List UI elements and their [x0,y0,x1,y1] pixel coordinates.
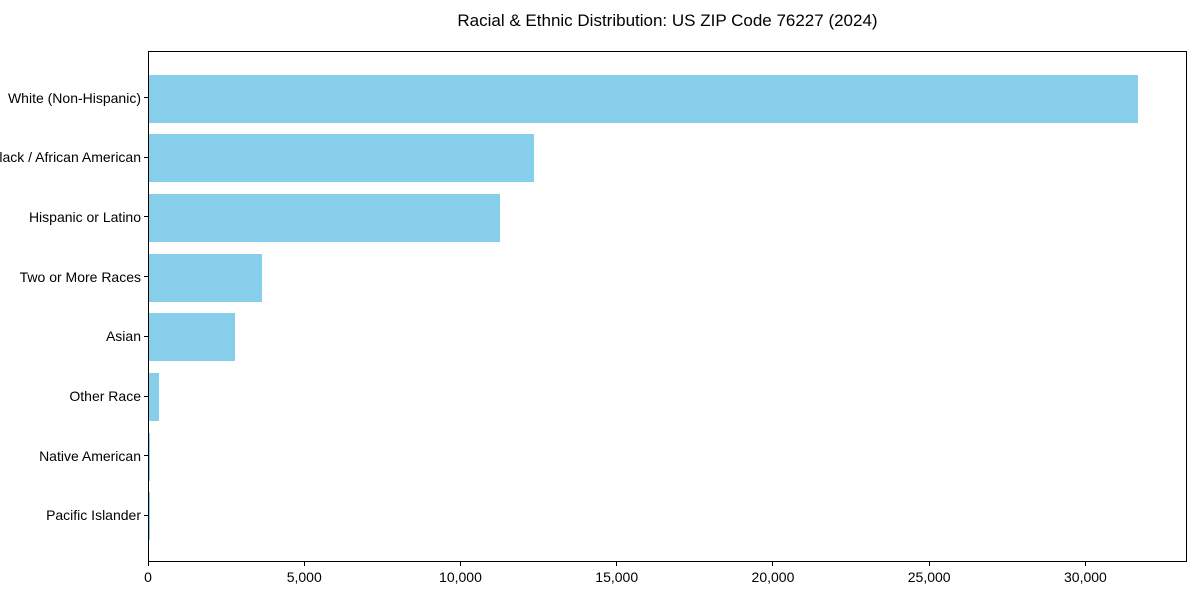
x-tick-label: 5,000 [286,569,322,585]
x-tick-label: 10,000 [439,569,482,585]
y-tick-mark [144,276,148,278]
y-tick-mark [144,455,148,457]
bar-white-non-hispanic [149,74,1138,123]
x-tick-mark [772,562,774,566]
y-tick-label: Pacific Islander [46,507,141,524]
y-tick-label: Native American [39,447,141,464]
x-tick-label: 25,000 [907,569,951,585]
y-tick-mark [144,156,148,158]
x-tick-label: 20,000 [751,569,795,585]
y-tick-mark [144,514,148,516]
x-tick-mark [147,562,149,566]
x-tick-label: 0 [144,569,152,585]
bar-hispanic-or-latino [149,193,500,242]
x-tick-label: 30,000 [1064,569,1107,585]
y-tick-label: White (Non-Hispanic) [7,89,141,106]
chart-title: Racial & Ethnic Distribution: US ZIP Cod… [457,11,878,30]
bar-asian [149,313,235,362]
y-tick-mark [144,216,148,218]
y-tick-label: Other Race [69,388,141,404]
y-tick-mark [144,335,148,337]
x-tick-mark [303,562,305,566]
y-tick-mark [144,97,148,98]
y-tick-label: Asian [105,328,141,345]
y-tick-label: Two or More Races [19,268,141,285]
bar-black-african-american [149,134,534,183]
plot-area [148,51,1187,562]
y-tick-label: Hispanic or Latino [28,208,141,225]
x-tick-mark [616,562,618,566]
bar-native-american [149,432,151,481]
x-tick-mark [928,562,930,566]
y-tick-label: Black / African American [0,149,141,166]
y-tick-mark [144,395,148,397]
x-tick-mark [459,562,461,566]
bar-two-or-more-races [149,253,263,302]
bar-other-race [149,373,159,421]
x-tick-label: 15,000 [595,569,639,585]
x-tick-mark [1084,562,1086,566]
